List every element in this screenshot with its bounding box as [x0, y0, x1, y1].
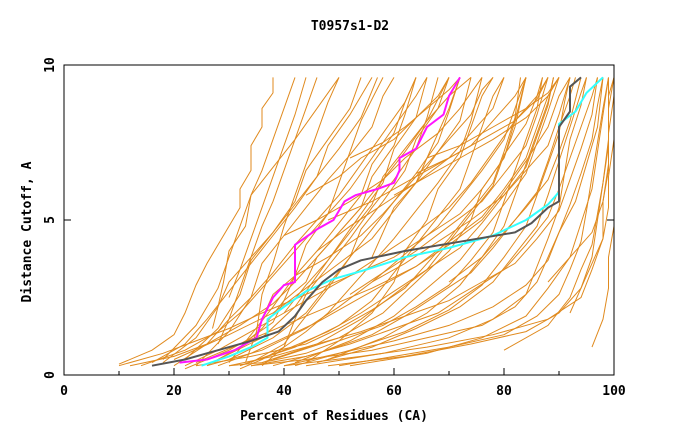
background-series-line-27	[217, 77, 428, 360]
y-tick-label-10: 10	[43, 57, 58, 73]
background-series-line-37	[338, 77, 609, 367]
chart-title: T0957s1-D2	[311, 19, 389, 34]
y-axis-label: Distance Cutoff, A	[20, 161, 35, 302]
background-series-line-55	[547, 77, 615, 283]
background-series-line-30	[184, 77, 362, 360]
background-series-line-16	[305, 77, 587, 367]
background-series-line-54	[503, 77, 615, 351]
background-series-line-28	[272, 77, 527, 360]
background-series-line-53	[349, 77, 461, 159]
y-tick-label-5: 5	[43, 216, 58, 224]
cyan-series-line	[201, 76, 604, 367]
background-series-line-46	[316, 77, 505, 252]
background-series-line-5	[195, 77, 395, 367]
background-series-line-21	[261, 77, 543, 364]
outlier-series-line-1	[118, 77, 274, 365]
background-series-line-58	[184, 77, 417, 370]
background-series-line-43	[228, 77, 307, 298]
background-series-line-26	[162, 77, 340, 360]
background-series-line-35	[305, 77, 494, 364]
background-series-line-10	[250, 77, 604, 367]
background-series-line-8	[217, 77, 571, 367]
background-series-line-32	[283, 77, 604, 367]
background-series-group	[118, 77, 615, 370]
x-tick-label-40: 40	[276, 384, 292, 399]
background-series-line-29	[316, 77, 587, 364]
magenta-series-line	[179, 76, 461, 364]
background-series-line-50	[426, 77, 560, 159]
background-series-line-59	[239, 77, 483, 370]
x-tick-label-60: 60	[386, 384, 402, 399]
background-series-line-63	[448, 77, 582, 283]
background-series-line-36	[327, 77, 554, 360]
background-series-line-13	[151, 77, 373, 364]
background-series-line-38	[261, 77, 439, 367]
background-series-line-6	[162, 77, 378, 363]
x-axis-label: Percent of Residues (CA)	[240, 409, 428, 424]
background-series-line-62	[371, 77, 461, 258]
highlighted-series-group	[151, 76, 604, 367]
background-series-line-22	[294, 77, 560, 364]
background-series-line-51	[283, 77, 483, 236]
background-series-line-52	[305, 77, 450, 196]
y-axis-ticks: 0 5 10	[43, 57, 614, 379]
background-series-line-4	[173, 77, 417, 367]
background-series-line-39	[294, 77, 571, 367]
x-tick-label-80: 80	[496, 384, 512, 399]
background-series-line-31	[239, 77, 554, 367]
x-tick-label-0: 0	[60, 384, 68, 399]
background-series-line-41	[261, 77, 494, 320]
x-axis-ticks: 0 20 40 60 80 100	[60, 368, 626, 399]
background-series-line-65	[212, 77, 296, 329]
background-series-line-61	[245, 77, 340, 363]
background-series-line-23	[206, 77, 417, 367]
background-series-line-12	[206, 77, 527, 367]
background-series-line-64	[217, 77, 318, 345]
gray-series-line	[151, 76, 582, 367]
x-tick-label-20: 20	[166, 384, 182, 399]
background-series-line-44	[349, 77, 549, 295]
x-tick-label-100: 100	[602, 384, 626, 399]
background-series-line-48	[393, 77, 560, 196]
background-series-line-42	[283, 77, 472, 314]
y-tick-label-0: 0	[43, 371, 58, 379]
background-series-line-34	[250, 77, 598, 367]
background-series-line-40	[195, 77, 521, 367]
background-series-line-60	[228, 77, 543, 367]
background-series-line-45	[371, 77, 571, 283]
